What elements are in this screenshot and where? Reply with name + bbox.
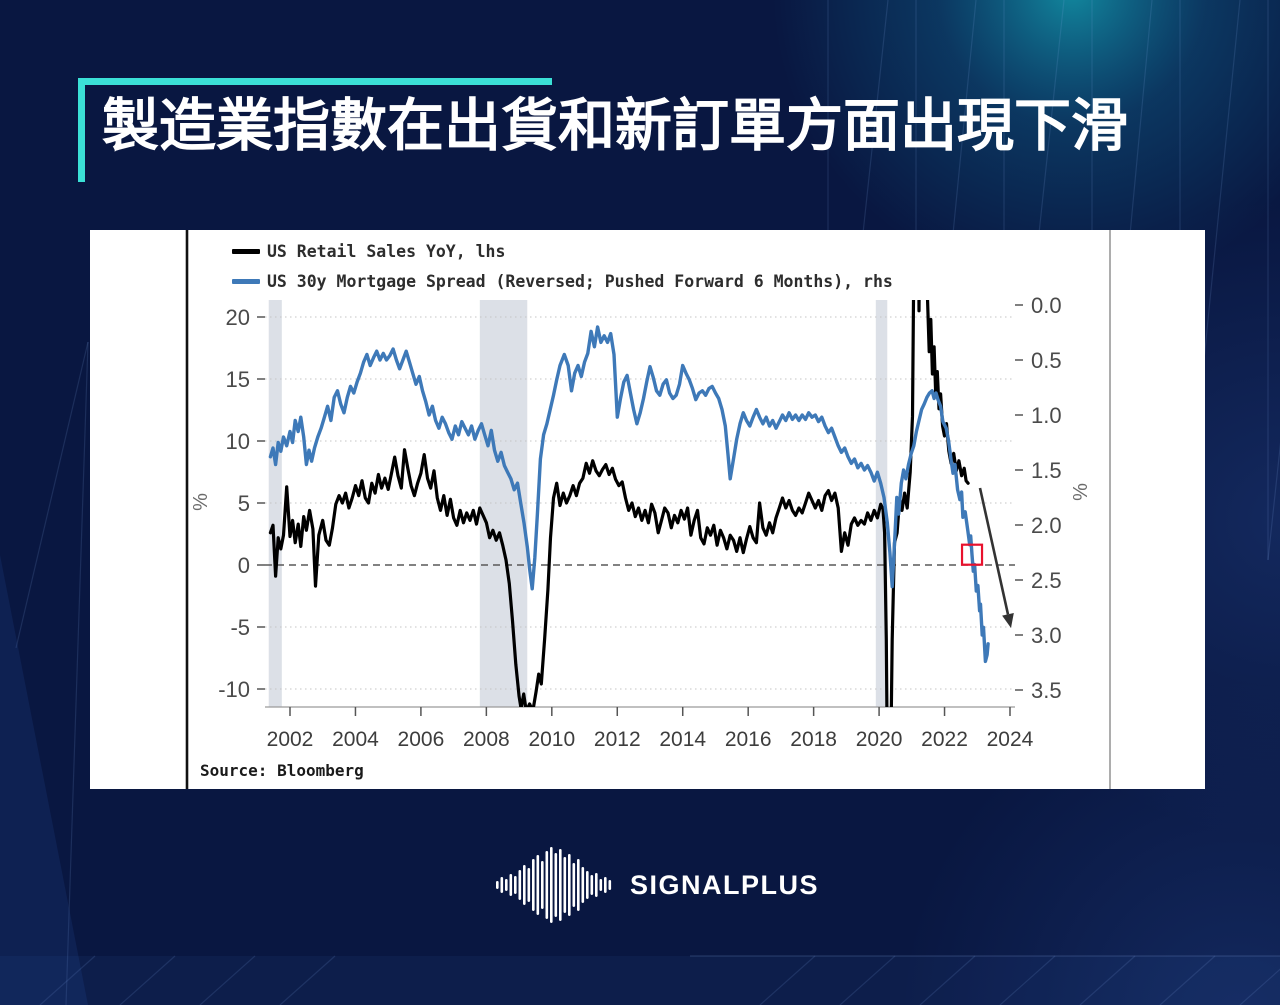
trend-arrow-head — [1002, 613, 1014, 628]
x-axis-tick-label: 2024 — [987, 728, 1034, 751]
trend-arrow — [978, 487, 1010, 615]
left-axis-tick-label: 5 — [238, 491, 250, 516]
mortgage-spread-line — [268, 325, 990, 664]
x-axis-tick-label: 2022 — [921, 728, 968, 751]
right-axis-tick-label: 2.5 — [1031, 568, 1062, 593]
x-axis-tick-label: 2008 — [463, 728, 510, 751]
x-axis-tick-label: 2006 — [398, 728, 445, 751]
legend-swatch-blue-line — [232, 278, 260, 284]
highlight-red-box — [960, 543, 984, 566]
right-axis-title: % — [1070, 483, 1092, 501]
brand-logo: SIGNALPLUS — [494, 840, 819, 930]
legend-label-mortgage-spread: US 30y Mortgage Spread (Reversed; Pushed… — [267, 271, 893, 291]
title-accent-line-vertical — [78, 78, 85, 182]
left-axis-tick-label: 0 — [238, 553, 250, 578]
right-axis-tick-label: 1.5 — [1031, 458, 1062, 483]
legend-item-mortgage-spread: US 30y Mortgage Spread (Reversed; Pushed… — [232, 266, 893, 296]
title-accent-line-horizontal — [78, 78, 552, 85]
left-axis-tick-label: -10 — [218, 677, 250, 702]
right-axis-tick-label: 0.0 — [1031, 293, 1062, 318]
left-axis-tick-label: 15 — [226, 367, 250, 392]
slide-title: 製造業指數在出貨和新訂單方面出現下滑 — [102, 94, 1128, 158]
chart-plot: 2002 2004 2006 2008 2010 2012 2014 2016 2018 2020… — [185, 230, 1111, 789]
chart-panel: 2002 2004 2006 2008 2010 2012 2014 2016 2018 2020… — [90, 230, 1205, 789]
right-axis-tick-label: 3.0 — [1031, 623, 1062, 648]
retail-sales-line — [268, 300, 970, 707]
chart-legend: US Retail Sales YoY, lhs US 30y Mortgage… — [232, 236, 893, 296]
left-axis-title: % — [190, 493, 212, 511]
x-axis-tick-label: 2020 — [856, 728, 903, 751]
x-axis-tick-label: 2018 — [790, 728, 837, 751]
right-axis-tick-label: 1.0 — [1031, 403, 1062, 428]
x-axis-tick-label: 2002 — [267, 728, 314, 751]
x-axis-tick-label: 2010 — [528, 728, 575, 751]
x-axis-tick-label: 2004 — [332, 728, 379, 751]
right-axis-tick-label: 0.5 — [1031, 348, 1062, 373]
x-axis-tick-label: 2012 — [594, 728, 641, 751]
legend-swatch-black-line — [232, 248, 260, 254]
right-axis-tick-label: 3.5 — [1031, 678, 1062, 703]
source-label: Source: Bloomberg — [200, 761, 364, 780]
left-axis-tick-label: 10 — [226, 429, 250, 454]
x-axis-tick-label: 2014 — [659, 728, 706, 751]
legend-item-retail-sales: US Retail Sales YoY, lhs — [232, 236, 893, 266]
left-axis-tick-label: -5 — [230, 615, 250, 640]
right-axis-tick-label: 2.0 — [1031, 513, 1062, 538]
legend-label-retail-sales: US Retail Sales YoY, lhs — [267, 241, 506, 261]
x-axis-tick-label: 2016 — [725, 728, 772, 751]
logo-waveform-icon — [496, 847, 612, 923]
brand-name: SIGNALPLUS — [630, 869, 820, 900]
left-axis-tick-label: 20 — [226, 305, 250, 330]
